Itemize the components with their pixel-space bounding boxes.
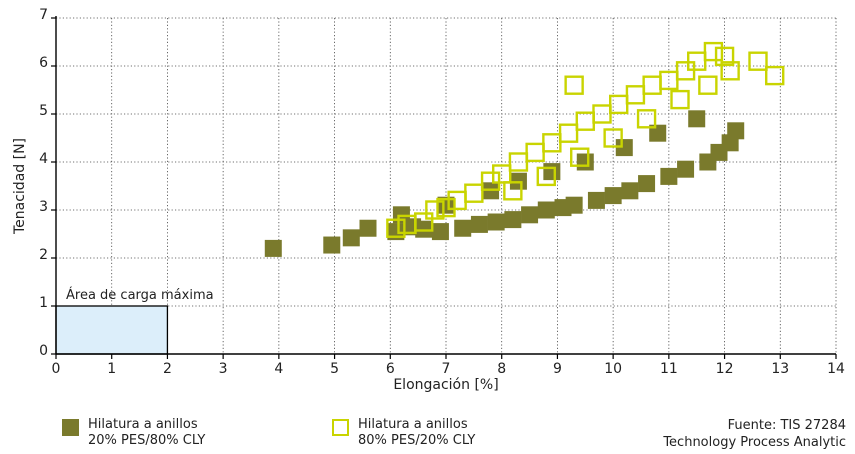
data-point: [565, 196, 583, 214]
data-point: [543, 163, 561, 181]
data-point: [636, 109, 657, 129]
x-tick-label: 3: [219, 361, 228, 377]
x-tick-label: 9: [553, 361, 562, 377]
data-point: [542, 133, 562, 153]
x-axis-label: Elongación [%]: [393, 377, 498, 393]
data-point: [558, 123, 579, 143]
data-point: [504, 211, 522, 229]
max-load-area: Área de carga máxima: [55, 287, 214, 355]
data-point: [454, 219, 472, 237]
data-point: [621, 182, 639, 200]
data-point: [264, 239, 282, 257]
data-point: [714, 46, 735, 67]
data-point: [436, 197, 456, 218]
x-tick-label: 5: [330, 361, 339, 377]
data-point: [323, 236, 341, 254]
data-point: [703, 41, 724, 62]
data-point: [425, 200, 445, 220]
data-point: [625, 85, 646, 105]
data-point: [649, 124, 667, 142]
data-point: [415, 220, 433, 238]
legend-swatch-filled-square: [62, 419, 79, 436]
data-point: [487, 213, 505, 231]
y-tick-label: 3: [39, 199, 48, 215]
y-tick-label: 5: [39, 103, 48, 119]
x-tick-label: 0: [52, 361, 61, 377]
data-point: [342, 229, 360, 247]
series-20pes-80cly: [264, 110, 745, 257]
data-point: [642, 75, 662, 95]
data-point: [480, 171, 501, 191]
data-point: [575, 111, 595, 131]
data-point: [386, 218, 406, 238]
data-point: [688, 110, 706, 128]
data-point: [748, 51, 768, 71]
data-point: [537, 201, 555, 219]
data-point: [576, 153, 594, 171]
data-point: [570, 147, 590, 167]
x-tick-label: 11: [660, 361, 678, 377]
data-point: [431, 223, 449, 241]
data-point: [525, 142, 545, 163]
data-point: [670, 89, 690, 110]
data-point: [470, 215, 488, 233]
x-tick-label: 6: [386, 361, 395, 377]
x-tick-label: 13: [771, 361, 789, 377]
y-tick-label: 2: [39, 247, 48, 263]
data-point: [564, 75, 584, 95]
x-tick-labels: 0 1 2 3 4 5 6 7 8 9 10 11 12 13 14: [52, 361, 845, 377]
max-load-area-rect: [55, 305, 169, 355]
data-point: [604, 187, 622, 205]
data-point: [660, 167, 678, 185]
y-tick-label: 1: [39, 295, 48, 311]
x-tick-label: 10: [604, 361, 622, 377]
scatter-chart: Área de carga máxima 0 1 2 3 4 5 6 7 8 9 10 11 12 13 1…: [12, 7, 845, 393]
series-80pes-20cly: [386, 41, 785, 238]
legend-label: Hilatura a anillos 20% PES/80% CLY: [88, 417, 206, 448]
x-tick-label: 1: [107, 361, 116, 377]
x-tick-label: 7: [442, 361, 451, 377]
data-point: [503, 181, 523, 201]
data-point: [638, 175, 656, 193]
axes: [51, 16, 837, 359]
data-point: [720, 61, 740, 81]
data-point: [521, 206, 539, 224]
data-point: [727, 122, 745, 140]
y-tick-label: 4: [39, 151, 48, 167]
grid-lines: [56, 17, 837, 354]
x-tick-label: 8: [497, 361, 506, 377]
x-tick-label: 4: [274, 361, 283, 377]
data-point: [698, 75, 718, 95]
data-point: [615, 139, 633, 157]
data-point: [765, 65, 785, 86]
legend-swatch-open-square: [332, 419, 349, 436]
source-note: Fuente: TIS 27284 Technology Process Ana…: [663, 418, 846, 450]
data-point: [587, 191, 605, 209]
data-point: [414, 212, 434, 232]
data-point: [359, 219, 377, 237]
data-point: [464, 183, 484, 203]
y-axis-label: Tenacidad [N]: [12, 138, 28, 235]
data-point: [603, 128, 623, 148]
data-point: [677, 160, 695, 178]
y-tick-labels: 0 1 2 3 4 5 6 7: [39, 7, 48, 359]
data-point: [492, 164, 512, 184]
y-tick-label: 0: [39, 343, 48, 359]
y-tick-label: 7: [39, 7, 48, 23]
x-tick-label: 12: [716, 361, 734, 377]
x-tick-label: 14: [827, 361, 845, 377]
y-tick-label: 6: [39, 55, 48, 71]
x-tick-label: 2: [163, 361, 172, 377]
data-point: [536, 166, 556, 187]
legend-label: Hilatura a anillos 80% PES/20% CLY: [358, 417, 476, 448]
max-load-area-label: Área de carga máxima: [66, 287, 214, 303]
